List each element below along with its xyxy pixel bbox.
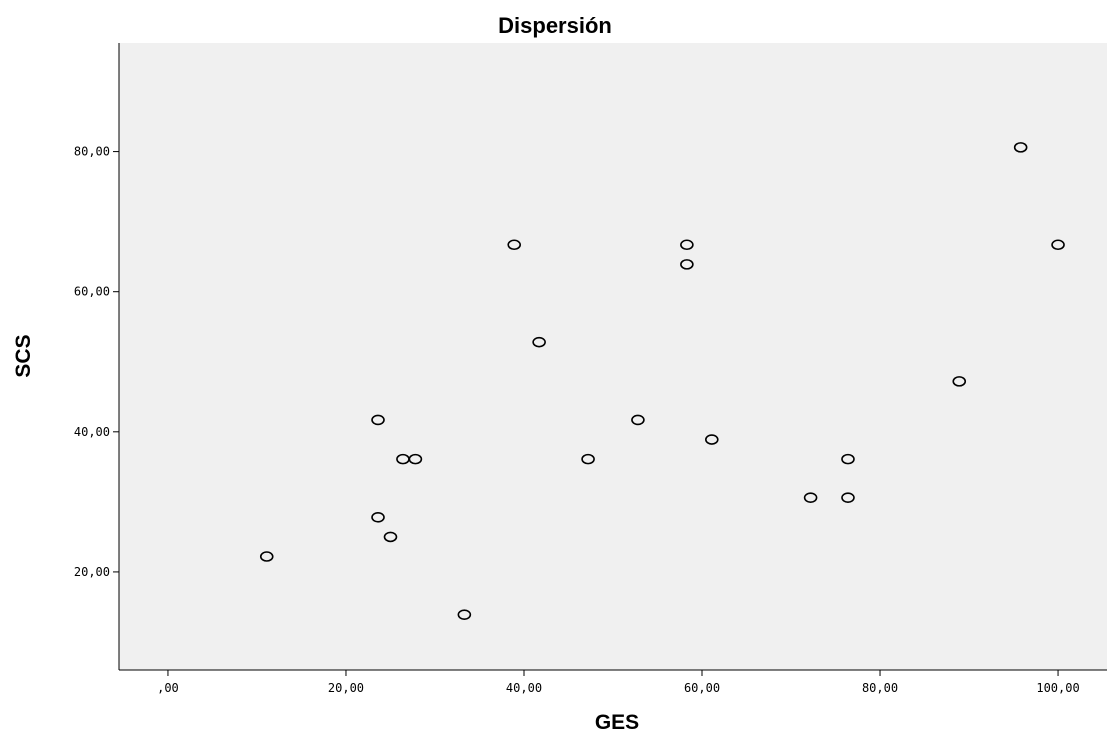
data-point <box>371 414 385 426</box>
data-point <box>631 414 645 426</box>
x-tick-label: 20,00 <box>328 681 364 695</box>
data-point <box>371 511 385 523</box>
data-point <box>1013 142 1028 153</box>
chart-title: Dispersión <box>498 13 612 38</box>
data-point <box>581 453 595 465</box>
x-tick-label: 40,00 <box>506 681 542 695</box>
data-points <box>259 142 1065 620</box>
data-point <box>532 336 546 348</box>
data-point <box>704 434 719 445</box>
x-axis-ticks: ,00 20,00 40,00 60,00 80,00 100,00 <box>157 670 1080 695</box>
data-point <box>383 531 398 543</box>
plot-area <box>119 43 1107 670</box>
data-point <box>952 376 967 387</box>
data-point <box>841 453 855 465</box>
y-axis-label: SCS <box>12 334 35 377</box>
y-tick-label: 20,00 <box>74 565 110 579</box>
data-point <box>408 453 423 465</box>
y-tick-label: 40,00 <box>74 425 110 439</box>
x-tick-label: 60,00 <box>684 681 720 695</box>
x-axis-label: GES <box>595 711 639 733</box>
data-point <box>1051 239 1065 251</box>
data-point <box>680 259 694 270</box>
y-axis-ticks: 20,00 40,00 60,00 80,00 <box>74 145 119 579</box>
data-point <box>507 239 522 251</box>
x-tick-label: 80,00 <box>862 681 898 695</box>
data-point <box>259 551 274 562</box>
y-tick-label: 80,00 <box>74 145 110 159</box>
data-point <box>803 492 818 503</box>
x-tick-label: 100,00 <box>1036 681 1079 695</box>
data-point <box>457 609 472 620</box>
data-point <box>680 239 694 251</box>
data-point <box>841 492 855 503</box>
x-tick-label: ,00 <box>157 681 179 695</box>
y-tick-label: 60,00 <box>74 285 110 299</box>
